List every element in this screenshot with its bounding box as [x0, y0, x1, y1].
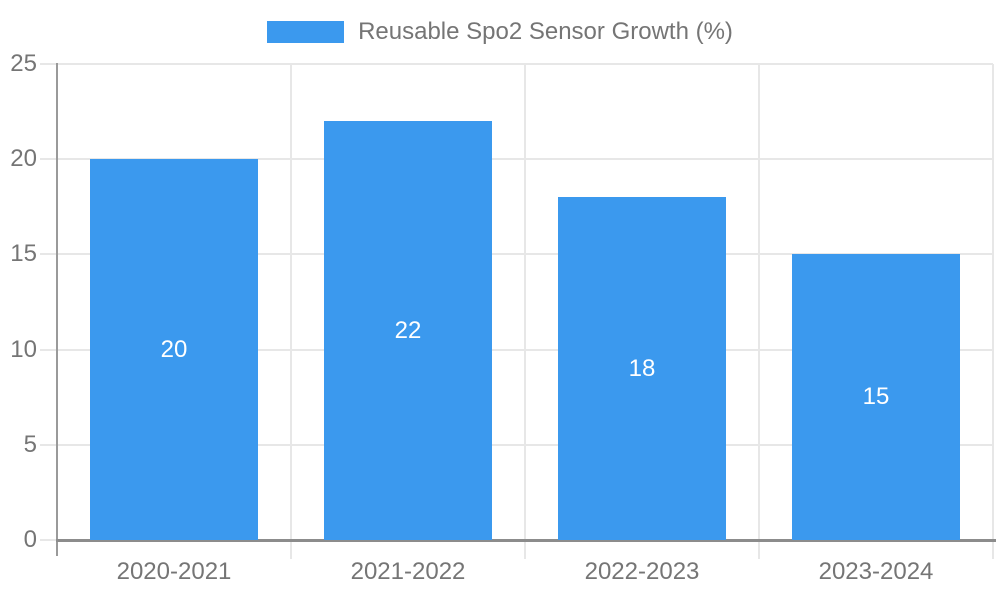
x-axis-label: 2023-2024 [818, 558, 934, 585]
grid-line-x [992, 64, 994, 559]
y-axis-label: 10 [10, 335, 37, 363]
x-axis-label: 2021-2022 [350, 558, 466, 585]
y-axis-label: 25 [10, 50, 37, 77]
x-axis-label: 2020-2021 [116, 558, 232, 585]
y-axis-label: 15 [10, 240, 37, 268]
grid-line-y [40, 348, 993, 351]
bar [324, 121, 492, 540]
bar-value-label: 22 [394, 316, 422, 344]
legend-swatch [267, 21, 345, 43]
bar [90, 159, 258, 540]
grid-line-x [290, 64, 292, 559]
x-axis-label: 2022-2023 [584, 558, 700, 585]
bar [792, 254, 960, 540]
grid-line-y [40, 63, 993, 65]
grid-line-x [524, 64, 526, 559]
grid-line-y [40, 443, 993, 446]
bar-value-label: 18 [628, 354, 656, 382]
y-axis-label: 5 [23, 430, 37, 458]
y-axis-label: 0 [23, 526, 37, 553]
grid-line-x [758, 64, 760, 559]
y-axis-tick [40, 539, 57, 541]
y-axis-line [56, 63, 58, 556]
legend: Reusable Spo2 Sensor Growth (%) [0, 18, 1000, 46]
bar-value-label: 15 [862, 383, 890, 411]
bar [558, 197, 726, 540]
grid-line-y [40, 158, 993, 161]
y-axis-label: 20 [10, 145, 37, 173]
bar-value-label: 20 [160, 335, 188, 363]
legend-label: Reusable Spo2 Sensor Growth (%) [358, 18, 733, 45]
x-axis-line [56, 539, 996, 542]
grid-line-y [40, 253, 993, 256]
